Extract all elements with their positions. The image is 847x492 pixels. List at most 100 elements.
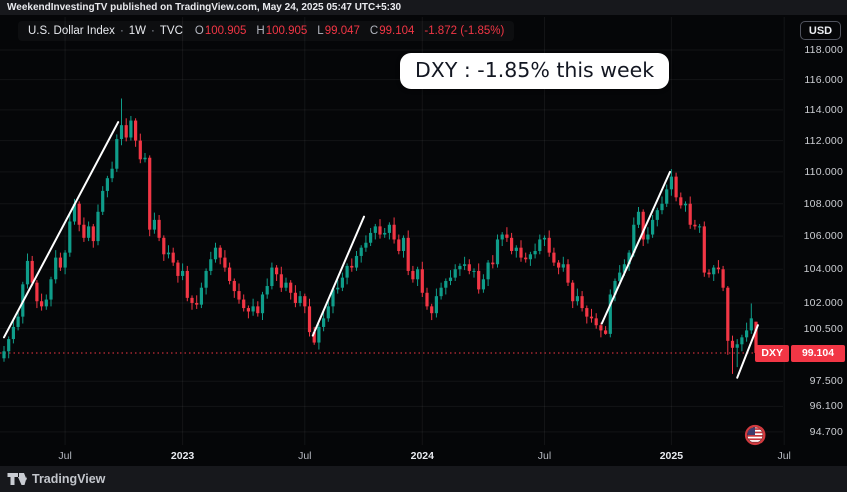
high-key: H [256,25,265,37]
candle-body [646,234,650,240]
time-axis-year-label: 2024 [410,450,434,462]
price-axis-label: 118.000 [804,44,843,56]
candle-body [683,203,688,206]
candle-body [453,269,457,278]
candle-body [289,282,293,293]
tradingview-brand-link[interactable]: TradingView [32,472,106,486]
price-axis[interactable]: 118.000 116.000 114.000 112.000 110.000 108.0… [783,15,847,466]
candle-body [96,211,100,242]
candle-body [641,211,645,240]
change-value: -1.872 (-1.85%) [424,25,505,37]
candle-body [63,252,67,268]
price-axis-label: 102.000 [803,296,843,309]
candle-body [481,279,485,290]
candle-body [467,264,471,271]
price-axis-label: 114.000 [804,103,843,116]
candle-body [420,269,424,293]
candle-body [557,262,561,268]
candle-body [171,252,175,263]
candle-body [575,296,579,302]
candle-body [129,120,133,138]
candle-body [265,286,269,295]
candle-body [519,247,523,258]
ohlc-values: O100.905 H100.905 L99.047 C99.104 [195,25,415,37]
trendline[interactable] [600,170,671,325]
time-axis-year-label: 2023 [170,450,195,462]
time-axis[interactable]: Jul 2023 Jul 2024 Jul 2025 Jul [0,445,791,466]
candle-body [740,337,744,345]
candle-body [2,351,6,359]
candle-body [204,270,208,288]
close-value: 99.104 [379,25,415,37]
low-value: 99.047 [324,25,360,37]
candle-body [589,316,594,319]
candle-body [651,219,655,235]
trendline[interactable] [736,324,759,379]
candle-body [195,302,199,305]
candle-body [383,232,387,235]
candle-body [660,203,664,211]
candle-body [730,340,735,348]
candle-body [44,299,48,307]
currency-toggle-button[interactable]: USD [800,21,841,40]
candle-body [514,247,518,251]
candle-body [54,257,58,280]
candle-body [472,270,476,272]
candle-body [745,330,749,338]
price-axis-label: 104.000 [803,263,843,276]
price-tag-symbol: DXY [755,344,789,362]
price-tag-value: 99.104 [791,344,845,362]
candle-body [547,237,551,253]
candle-body [698,226,702,228]
candle-body [585,308,589,317]
candle-body [336,287,340,290]
candle-body [148,157,152,230]
candle-body [538,239,542,251]
candle-body [162,237,166,255]
candle-body [594,318,598,326]
candle-body [632,224,636,253]
candle-body [166,252,171,255]
candle-body [326,306,330,319]
candle-body [16,316,20,327]
candle-body [430,306,434,314]
candle-body [115,139,119,169]
trendline[interactable] [311,215,366,337]
candle-body [232,280,236,292]
candle-body [246,308,250,312]
candle-body [101,190,105,212]
candlestick-chart[interactable] [0,15,847,466]
symbol-legend[interactable]: U.S. Dollar Index · 1W · TVC O100.905 H1… [18,21,514,41]
candle-body [260,294,265,314]
candle-body [627,252,631,265]
time-axis-month-label: Jul [537,450,552,462]
close-key: C [369,25,379,37]
candle-body [91,226,95,242]
candle-body [11,326,15,340]
annotation-callout[interactable]: DXY : -1.85% this week [400,53,670,89]
candle-body [307,306,312,333]
candle-body [754,321,758,353]
candle-body [702,226,706,273]
candle-body [105,178,109,191]
trendline[interactable] [3,121,120,339]
candle-body [688,203,692,225]
candle-body [500,234,504,240]
candle-body [284,282,288,288]
exchange-label: TVC [159,25,183,37]
candle-body [674,176,678,198]
candle-body [322,318,326,327]
candle-body [58,257,62,268]
us-flag-symbol-icon [744,424,766,446]
candle-body [312,332,316,343]
candle-body [138,140,142,160]
candle-body [655,210,659,220]
candle-body [82,224,86,238]
candle-body [30,260,34,283]
time-axis-month-label: Jul [777,450,791,462]
low-key: L [317,25,324,37]
candle-body [458,265,462,270]
candle-body [580,296,584,309]
chart-region[interactable]: U.S. Dollar Index · 1W · TVC O100.905 H1… [0,15,847,466]
candle-body [434,296,438,314]
